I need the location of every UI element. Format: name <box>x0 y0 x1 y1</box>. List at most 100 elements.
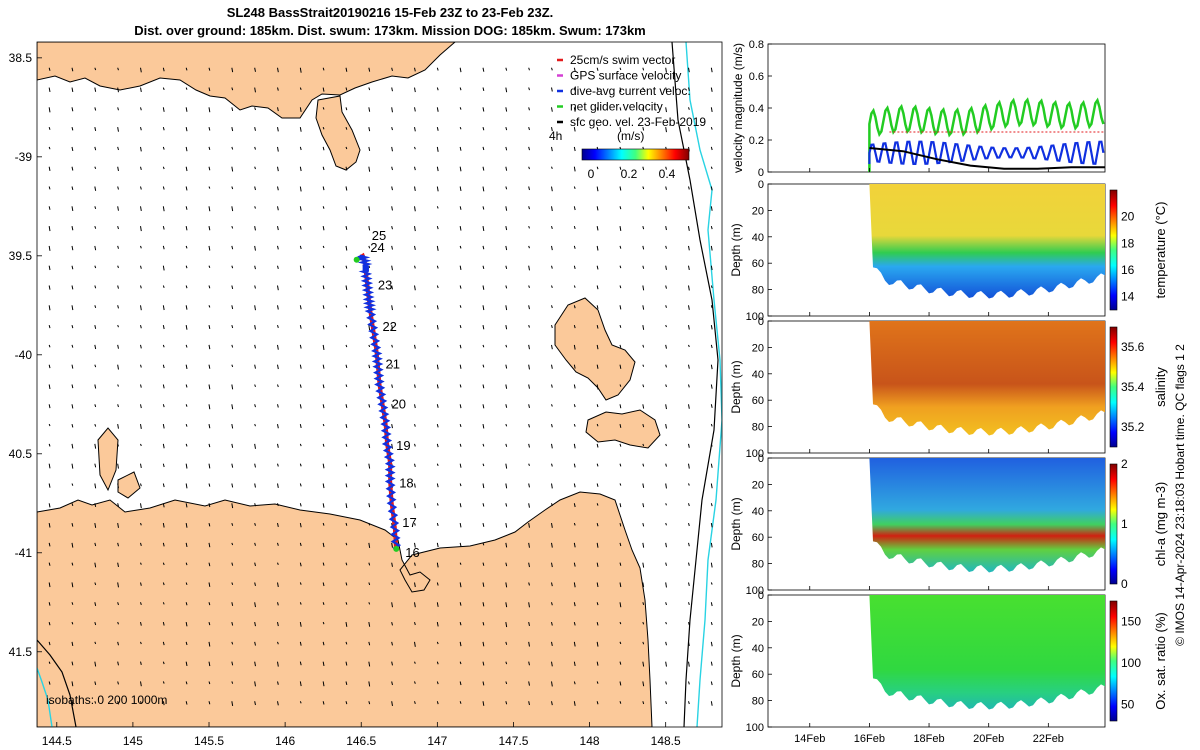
current-arrow <box>642 384 645 388</box>
current-arrow <box>71 166 74 171</box>
current-arrow <box>277 226 279 231</box>
current-arrow <box>345 146 348 150</box>
map-x-tick-label: 146 <box>275 734 295 748</box>
current-arrow <box>436 127 439 131</box>
current-arrow <box>436 146 439 152</box>
current-arrow <box>596 542 599 548</box>
current-arrow <box>459 602 462 606</box>
current-arrow <box>619 602 622 608</box>
current-arrow <box>140 305 142 311</box>
current-arrow <box>208 87 211 92</box>
current-arrow <box>505 681 508 685</box>
current-arrow <box>162 364 165 369</box>
current-arrow <box>231 522 234 526</box>
current-arrow <box>368 463 371 469</box>
current-arrow <box>94 641 97 645</box>
current-arrow <box>528 87 530 91</box>
current-arrow <box>185 186 188 191</box>
current-arrow <box>528 344 530 350</box>
current-arrow <box>482 404 485 409</box>
map-x-tick-label: 148 <box>580 734 600 748</box>
current-arrow <box>573 265 576 269</box>
current-arrow <box>642 641 645 645</box>
current-arrow <box>48 87 51 93</box>
time-tick-label: 18Feb <box>913 733 944 745</box>
current-arrow <box>71 67 74 72</box>
current-arrow <box>414 344 416 349</box>
current-arrow <box>345 384 348 387</box>
current-arrow <box>299 542 302 547</box>
current-arrow <box>573 107 576 112</box>
current-arrow <box>665 641 667 646</box>
current-arrow <box>596 226 599 231</box>
current-arrow <box>299 87 302 90</box>
current-arrow <box>140 67 142 73</box>
isobath-1000m <box>685 42 722 727</box>
current-arrow <box>94 146 97 151</box>
velocity-y-tick-label: 0.8 <box>749 39 764 51</box>
current-arrow <box>436 582 439 586</box>
current-arrow <box>528 483 530 488</box>
current-arrow <box>665 186 667 190</box>
current-arrow <box>642 542 645 548</box>
current-arrow <box>208 344 211 350</box>
section-panel-oxygen-saturation: 0 20 40 60 80 100 Depth (m) 50 100 150 Ox. sat. ra… <box>729 590 1168 734</box>
current-arrow <box>391 562 393 567</box>
section-colorbar-label: chl-a (mg m-3) <box>1153 482 1168 567</box>
flinders-island <box>554 297 636 401</box>
current-arrow <box>94 127 97 131</box>
current-arrow <box>71 641 74 647</box>
current-arrow <box>185 463 188 469</box>
current-arrow <box>482 226 485 231</box>
current-arrow <box>573 641 576 647</box>
legend-time-label: 4h <box>549 129 562 143</box>
current-arrow <box>117 146 119 151</box>
current-arrow <box>368 602 371 605</box>
current-arrow <box>436 602 439 607</box>
current-arrow <box>505 186 508 190</box>
current-arrow <box>231 701 234 707</box>
current-arrow <box>573 166 576 172</box>
current-arrow <box>322 621 325 625</box>
current-arrow <box>94 522 97 528</box>
current-arrow <box>596 67 599 71</box>
current-arrow <box>277 661 279 667</box>
current-arrow <box>528 681 530 686</box>
plot-title-line1: SL248 BassStrait20190216 15-Feb 23Z to 2… <box>226 5 554 20</box>
current-arrow <box>505 265 508 270</box>
velocity-y-tick-label: 0 <box>758 167 764 179</box>
current-arrow <box>596 285 599 290</box>
current-arrow <box>573 404 576 408</box>
current-arrow <box>391 186 393 191</box>
current-arrow <box>277 701 279 706</box>
current-arrow <box>299 384 302 388</box>
current-arrow <box>277 107 279 112</box>
current-arrow <box>140 226 142 232</box>
speed-colorbar-tick: 0.4 <box>659 167 676 181</box>
depth-tick-label: 0 <box>758 316 764 328</box>
current-arrow <box>596 87 599 91</box>
current-arrow <box>596 681 599 684</box>
current-arrow <box>688 562 690 566</box>
current-arrow <box>619 226 622 231</box>
current-arrow <box>322 245 325 249</box>
map-y-tick-label: 38.5 <box>9 51 33 65</box>
current-arrow <box>48 503 51 508</box>
current-arrow <box>208 325 211 329</box>
current-arrow <box>322 463 325 469</box>
current-arrow <box>528 522 530 528</box>
current-arrow <box>117 483 119 489</box>
current-arrow <box>185 305 188 310</box>
current-arrow <box>573 127 576 132</box>
current-arrow <box>140 87 142 93</box>
current-arrow <box>688 661 690 667</box>
current-arrow <box>231 483 234 488</box>
current-arrow <box>482 107 485 112</box>
current-arrow <box>299 245 302 250</box>
current-arrow <box>619 186 622 191</box>
current-arrow <box>277 424 279 429</box>
map-x-tick-label: 144.5 <box>42 734 72 748</box>
current-arrow <box>117 701 119 705</box>
current-arrow <box>345 166 348 171</box>
current-arrow <box>436 87 439 91</box>
